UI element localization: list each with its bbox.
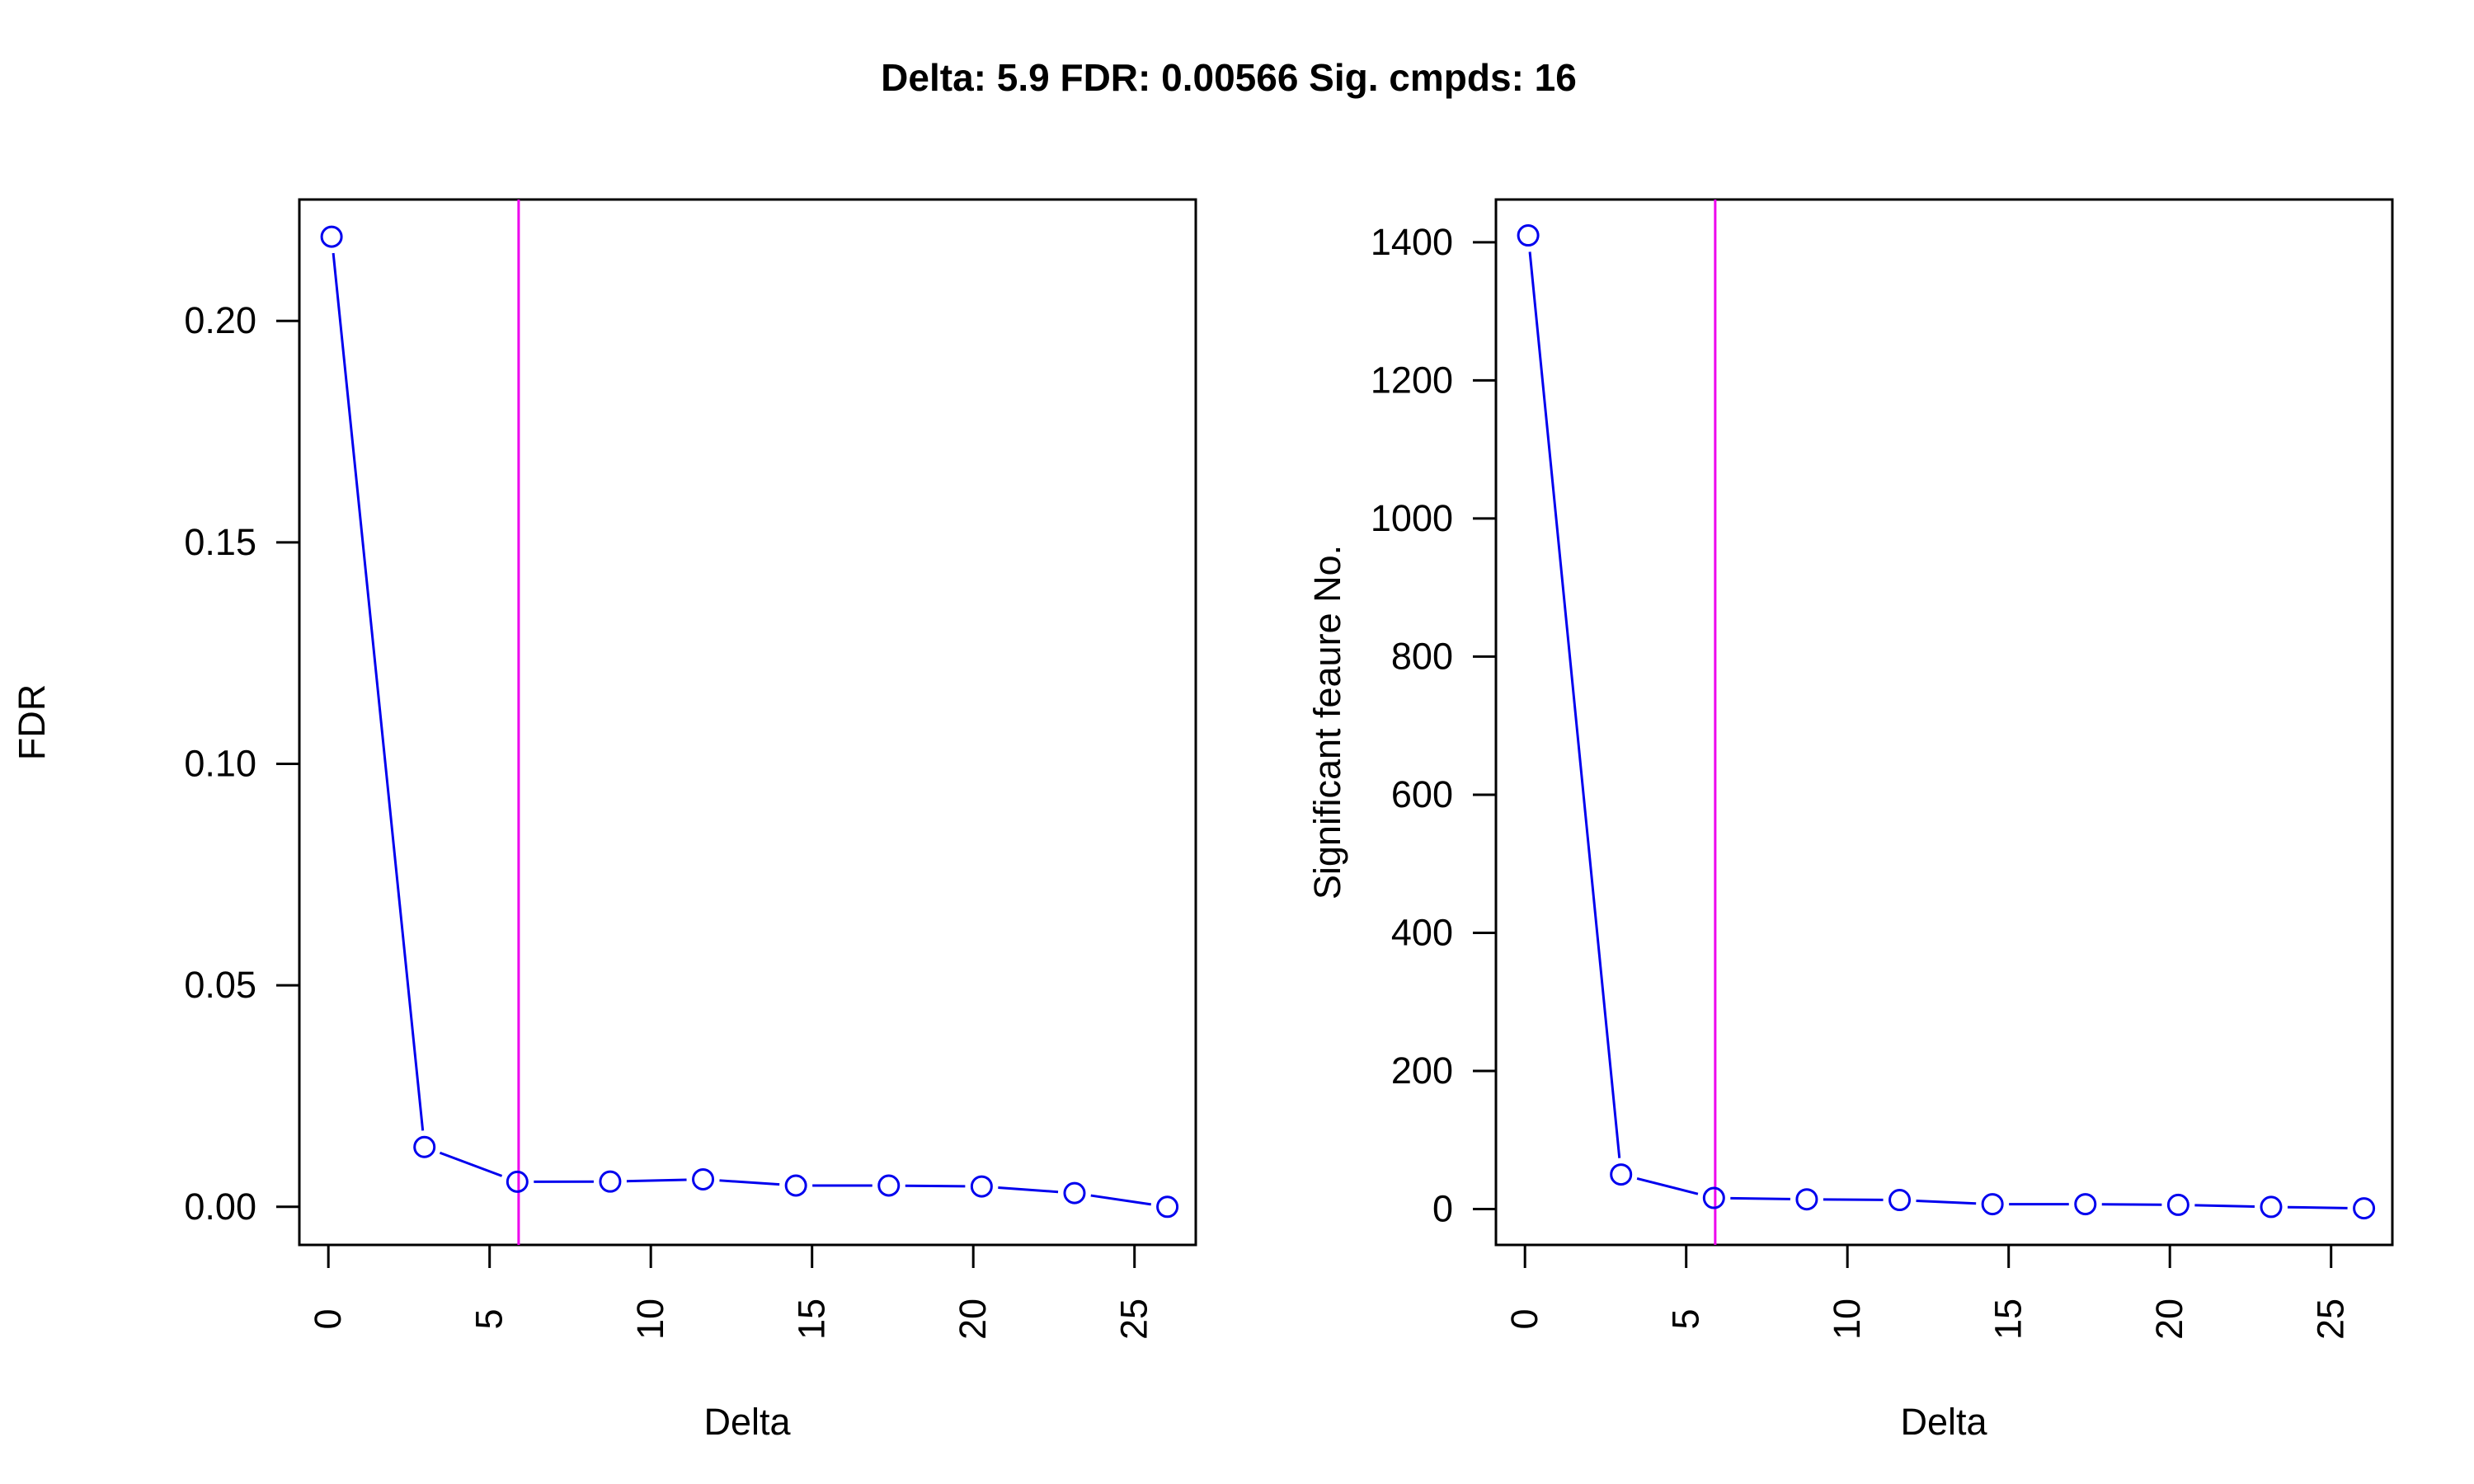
sig-count-series-segment: [2194, 1204, 2255, 1208]
sig-count-data-point: [2353, 1197, 2376, 1220]
sig-count-axis-ticks: 0 5 10 15 20 25 0 200 400 600 800 1000 1200 1400: [1371, 221, 2352, 1340]
fdr-x-tick-label: 5: [468, 1308, 510, 1329]
fdr-x-tick-label: 10: [629, 1298, 671, 1340]
fdr-x-axis-title: Delta: [703, 1401, 791, 1443]
sig-count-data-point: [1610, 1163, 1633, 1186]
fdr-series-segment: [332, 252, 425, 1131]
fdr-series-layer: [320, 225, 1179, 1219]
fdr-data-point: [320, 225, 343, 248]
fdr-y-tick-label: 0.10: [184, 743, 256, 785]
fdr-series-segment: [626, 1178, 687, 1183]
sig-count-y-tick-label: 1400: [1371, 221, 1453, 263]
fdr-series-segment: [439, 1151, 503, 1177]
fdr-x-tick-label: 15: [791, 1298, 833, 1340]
sig-count-data-point: [1702, 1186, 1725, 1209]
fdr-x-tick-label: 25: [1113, 1298, 1155, 1340]
fdr-series-segment: [719, 1179, 780, 1186]
fdr-y-axis-title: FDR: [11, 684, 53, 760]
fdr-axis-ticks: 0 5 10 15 20 25 0.00 0.05 0.10 0.15 0.20: [184, 299, 1155, 1340]
sig-count-y-tick-label: 1000: [1371, 497, 1453, 539]
sig-count-series-segment: [1916, 1199, 1977, 1205]
sig-count-y-tick-label: 0: [1432, 1187, 1453, 1229]
sig-count-x-tick-label: 25: [2310, 1298, 2352, 1340]
fdr-plot-frame: [298, 198, 1197, 1247]
sig-count-data-point: [2166, 1193, 2189, 1216]
sig-count-x-axis-title: Delta: [1900, 1401, 1987, 1443]
fdr-data-point: [877, 1174, 901, 1197]
sig-count-y-tick-label: 600: [1391, 773, 1453, 815]
fdr-x-tick-label: 20: [952, 1298, 994, 1340]
fdr-data-point: [599, 1170, 622, 1193]
sig-count-y-tick-label: 400: [1391, 911, 1453, 953]
sig-count-data-point: [2260, 1195, 2283, 1219]
sig-count-data-point: [1517, 224, 1540, 247]
sig-count-series-segment: [1636, 1177, 1699, 1195]
sig-count-data-point: [1795, 1188, 1818, 1211]
sig-count-series-layer: [1517, 224, 2376, 1220]
sig-count-x-tick-label: 5: [1665, 1308, 1707, 1329]
sig-count-data-point: [2074, 1193, 2097, 1216]
sig-count-y-tick-label: 200: [1391, 1050, 1453, 1092]
fdr-x-tick-label: 0: [307, 1308, 349, 1329]
fdr-data-point: [1156, 1195, 1179, 1219]
fdr-y-tick-label: 0.00: [184, 1186, 256, 1228]
fdr-series-segment: [998, 1186, 1059, 1194]
fdr-y-tick-label: 0.05: [184, 964, 256, 1006]
fdr-y-tick-label: 0.20: [184, 299, 256, 341]
sig-count-plot-frame: [1494, 198, 2394, 1247]
fdr-series-segment: [1090, 1194, 1152, 1206]
fdr-data-point: [1063, 1181, 1086, 1205]
sig-count-data-point: [1888, 1189, 1912, 1212]
sig-count-x-tick-label: 0: [1503, 1308, 1545, 1329]
sig-count-x-tick-label: 20: [2148, 1298, 2190, 1340]
figure-title: Delta: 5.9 FDR: 0.00566 Sig. cmpds: 16: [881, 56, 1577, 99]
sig-count-x-tick-label: 15: [1987, 1298, 2030, 1340]
fdr-data-point: [784, 1174, 807, 1197]
sig-count-y-axis-title: Significant feaure No.: [1306, 545, 1348, 899]
sig-count-series-segment: [2287, 1205, 2348, 1209]
fdr-data-point: [692, 1167, 715, 1190]
fdr-data-point: [970, 1175, 993, 1198]
fdr-y-tick-label: 0.15: [184, 521, 256, 563]
sig-count-series-segment: [1730, 1196, 1790, 1200]
sig-count-data-point: [1981, 1193, 2004, 1216]
sig-count-panel: Delta Significant feaure No. 0 5 10 15 20 250…: [1306, 198, 2394, 1443]
sig-count-y-tick-label: 1200: [1371, 359, 1453, 401]
fdr-data-point: [506, 1170, 529, 1193]
sig-count-x-tick-label: 10: [1826, 1298, 1868, 1340]
sig-count-y-tick-label: 800: [1391, 635, 1453, 677]
sig-count-series-segment: [1528, 251, 1621, 1158]
fdr-panel: Delta FDR 0 5 10 15 20 25 0.00 0.05 0.10 0.15 0.20: [11, 198, 1197, 1443]
fdr-data-point: [413, 1135, 436, 1158]
